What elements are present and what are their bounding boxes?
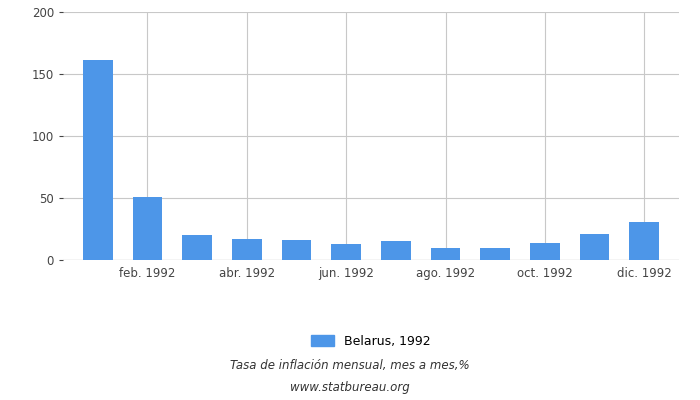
Bar (281, 240, 312, 260)
Bar (232, 239, 262, 260)
Legend: Belarus, 1992: Belarus, 1992 (312, 335, 430, 348)
Bar (83, 60, 113, 260)
Bar (530, 243, 560, 260)
Bar (381, 241, 411, 260)
Bar (629, 222, 659, 260)
Bar (430, 248, 461, 260)
Text: www.statbureau.org: www.statbureau.org (290, 382, 410, 394)
Bar (331, 244, 361, 260)
Bar (182, 235, 212, 260)
Bar (132, 197, 162, 260)
Bar (580, 234, 610, 260)
Text: Tasa de inflación mensual, mes a mes,%: Tasa de inflación mensual, mes a mes,% (230, 360, 470, 372)
Bar (480, 248, 510, 260)
